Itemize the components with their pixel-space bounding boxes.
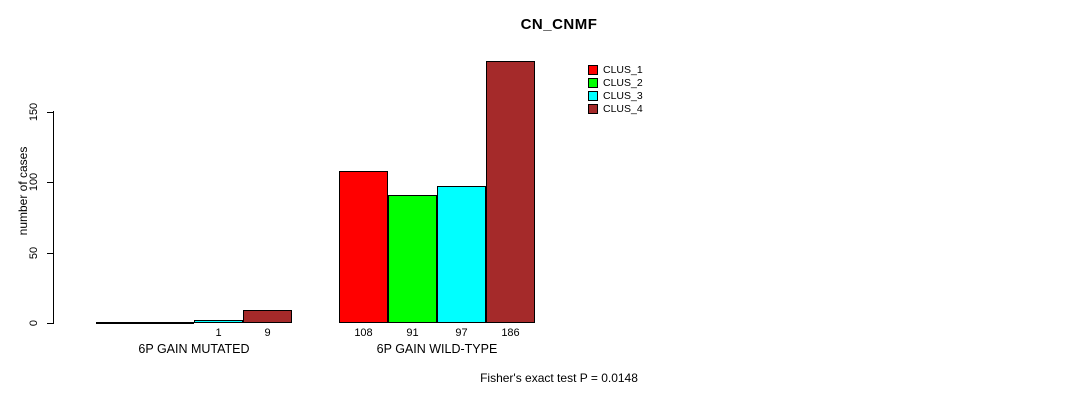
bar-value-label: 108	[354, 327, 373, 339]
bar-clus_3-group2	[437, 186, 486, 323]
y-axis-line	[53, 111, 54, 323]
legend-swatch-clus_1	[588, 64, 598, 75]
bar-clus_1-group2	[339, 171, 388, 323]
x-group-label: 6P GAIN WILD-TYPE	[376, 342, 498, 356]
legend-label: CLUS_3	[603, 89, 643, 102]
y-axis-tick-label: 0	[28, 319, 40, 327]
bar-clus_2-group2	[388, 195, 437, 323]
bar-value-label: 97	[455, 327, 468, 339]
legend-item: CLUS_1	[588, 63, 643, 76]
bar-value-label: 1	[215, 327, 222, 339]
legend-swatch-clus_3	[588, 90, 598, 101]
annotation-fisher-test: Fisher's exact test P = 0.0148	[480, 371, 638, 385]
legend-item: CLUS_4	[588, 102, 643, 115]
bar-clus_1-group1	[96, 322, 145, 324]
y-axis-tick	[47, 323, 54, 324]
bar-clus_4-group1	[243, 310, 292, 323]
legend-swatch-clus_2	[588, 77, 598, 88]
legend-item: CLUS_2	[588, 76, 643, 89]
legend-label: CLUS_2	[603, 76, 643, 89]
legend-label: CLUS_1	[603, 63, 643, 76]
y-axis-tick	[47, 252, 54, 254]
legend: CLUS_1 CLUS_2 CLUS_3 CLUS_4	[588, 63, 643, 115]
legend-item: CLUS_3	[588, 89, 643, 102]
bar-value-label: 9	[264, 327, 271, 339]
bar-clus_3-group1	[194, 320, 243, 323]
bar-clus_4-group2	[486, 61, 535, 323]
y-axis-tick-label: 50	[28, 246, 40, 259]
legend-swatch-clus_4	[588, 103, 598, 114]
chart-title: CN_CNMF	[520, 16, 598, 33]
bar-clus_2-group1	[145, 322, 194, 324]
legend-label: CLUS_4	[603, 102, 643, 115]
bar-value-label: 186	[501, 327, 520, 339]
y-axis-tick-label: 100	[28, 172, 40, 192]
y-axis-tick-label: 150	[28, 102, 40, 121]
y-axis-tick	[47, 111, 54, 113]
x-group-label: 6P GAIN MUTATED	[138, 342, 250, 356]
bar-value-label: 91	[406, 327, 419, 339]
y-axis-tick	[47, 182, 54, 183]
